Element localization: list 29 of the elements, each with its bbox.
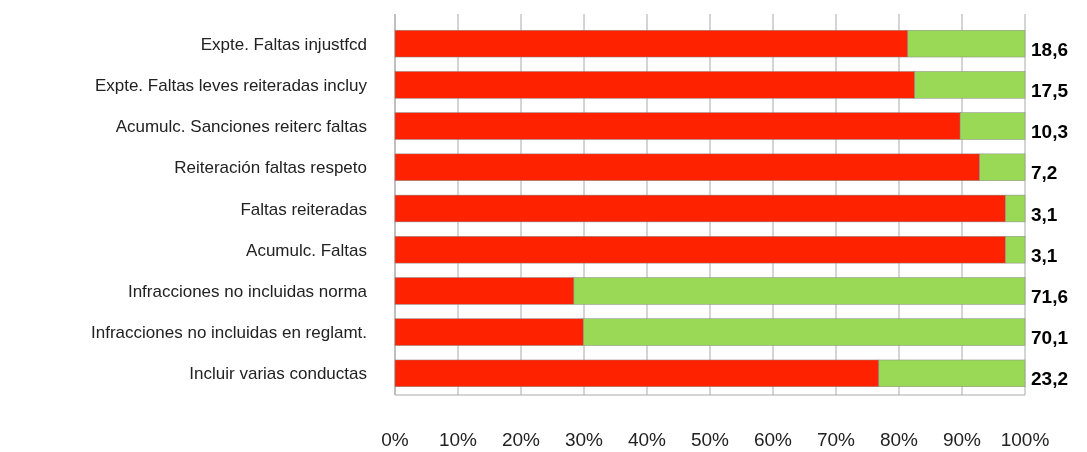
data-label: 3,1 (1031, 244, 1058, 266)
y-tick-label: Infracciones no incluidas en reglamt. (91, 323, 367, 343)
data-label: 3,1 (1031, 203, 1058, 225)
x-tick-label: 40% (627, 429, 667, 450)
x-tick-label: 20% (501, 429, 541, 450)
data-label: 23,2 (1031, 368, 1068, 390)
x-tick-label: 30% (564, 429, 604, 450)
x-tick-label: 60% (753, 429, 793, 450)
data-label: 70,1 (1031, 327, 1069, 349)
data-label: 10,3 (1031, 121, 1068, 143)
y-tick-label: Reiteración faltas respeto (174, 158, 367, 178)
data-label: 7,2 (1031, 162, 1058, 184)
x-tick-label: 80% (879, 429, 919, 450)
y-tick-label: Infracciones no incluidas norma (127, 281, 368, 301)
x-tick-label: 90% (942, 429, 982, 450)
x-tick-label: 70% (816, 429, 856, 450)
data-label: 17,5 (1031, 79, 1069, 101)
data-label: 18,6 (1031, 38, 1068, 60)
y-tick-label: Acumulc. Sanciones reiterc faltas (115, 117, 367, 137)
y-tick-label: Expte. Faltas injustfcd (200, 34, 367, 54)
x-tick-label: 0% (381, 429, 409, 450)
x-tick-label: 100% (1000, 429, 1050, 450)
data-label: 71,6 (1031, 285, 1068, 307)
y-tick-label: Acumulc. Faltas (246, 240, 367, 260)
x-tick-label: 10% (438, 429, 478, 450)
y-tick-label: Faltas reiteradas (240, 199, 367, 219)
y-tick-label: Incluir varias conductas (189, 364, 367, 384)
y-tick-label: Expte. Faltas leves reiteradas incluy (94, 75, 368, 95)
x-tick-label: 50% (690, 429, 730, 450)
